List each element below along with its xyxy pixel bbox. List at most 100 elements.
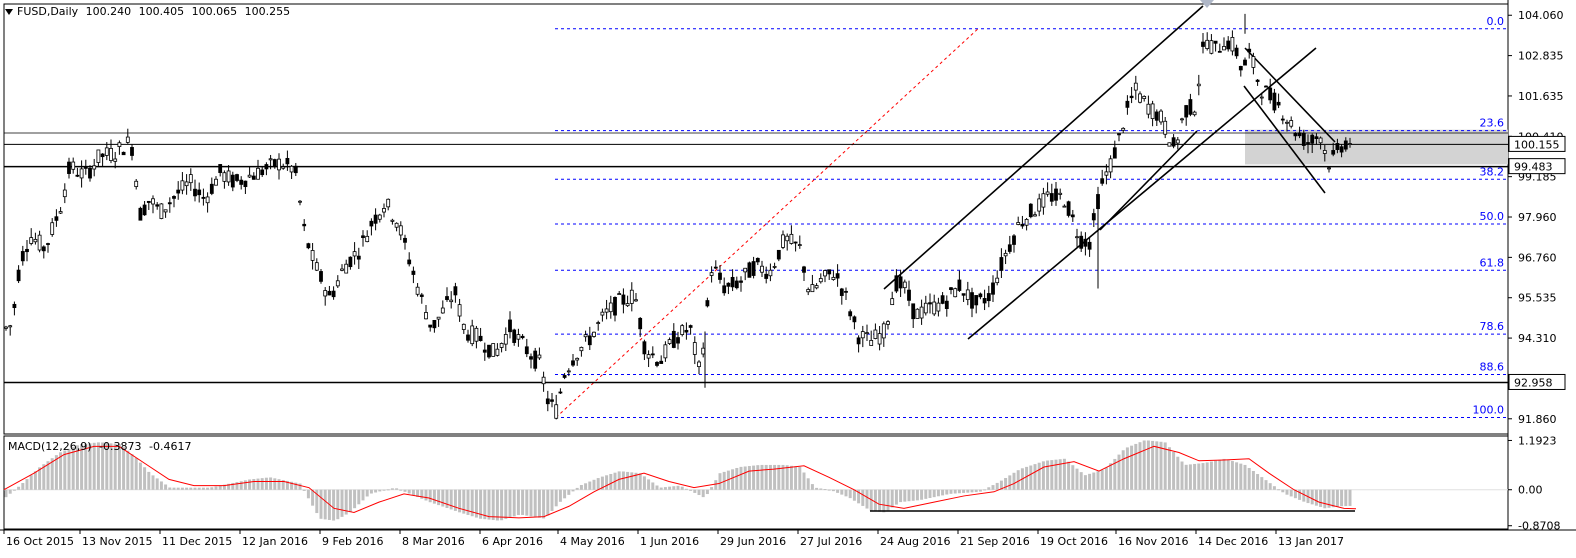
candle-body [440,307,445,314]
macd-histogram-bar [1239,463,1243,490]
trend-channel-line [1099,130,1198,231]
candle-body [478,335,483,342]
candle-body [999,257,1004,271]
candle-body [1091,213,1096,221]
macd-histogram-bar [579,485,583,490]
macd-histogram-bar [252,479,256,490]
macd-histogram-bar [1029,465,1033,490]
macd-histogram-bar [621,471,625,490]
candle-body [482,349,487,353]
macd-histogram-bar [168,487,172,490]
period-separator-marker [1200,0,1214,8]
macd-histogram-bar [861,489,865,506]
macd-histogram-bar [600,476,604,490]
macd-histogram-bar [768,464,772,490]
macd-histogram-bar [138,462,142,490]
macd-histogram-bar [1188,464,1192,490]
candle-body [688,325,693,328]
macd-value: -0.3873 [99,440,142,453]
time-tick-label: 6 Apr 2016 [482,535,543,548]
candle-body [516,334,521,340]
macd-histogram-bar [382,489,386,491]
macd-histogram-bar [584,483,588,490]
macd-histogram-bar [844,489,848,497]
candle-body [512,329,517,343]
candle-body [1058,192,1063,195]
macd-histogram-bar [206,487,210,490]
macd-histogram-bar [8,489,12,494]
candle-body [1079,235,1084,249]
candle-body [701,347,706,355]
candle-body [1213,40,1218,44]
macd-histogram-bar [546,489,550,516]
candle-body [75,174,80,177]
candle-body [218,164,223,173]
candle-body [852,316,857,323]
macd-histogram-bar [319,489,323,519]
macd-histogram-bar [256,478,260,490]
macd-histogram-bar [1041,461,1045,490]
macd-histogram-bar [1201,463,1205,490]
candle-body [726,282,731,287]
candle-body [306,243,311,249]
level-price-label: 99.483 [1514,161,1553,174]
macd-histogram-bar [12,489,16,491]
candle-body [1306,142,1310,144]
main-pane-frame [3,3,1509,435]
candle-body [957,279,962,291]
macd-histogram-bar [1230,461,1234,490]
candle-body [1268,87,1273,101]
candle-body [676,337,680,344]
macd-histogram-bar [571,489,575,492]
macd-histogram-bar [718,473,722,490]
candle-body [113,158,118,162]
dropdown-arrow-icon[interactable] [5,9,13,15]
candle-body [764,273,769,279]
macd-histogram-bar [432,489,436,504]
candle-body [814,285,819,289]
macd-histogram-bar [760,464,764,490]
time-tick-label: 1 Jun 2016 [640,535,699,548]
candle-body [760,265,764,273]
macd-histogram-bar [508,489,512,518]
low-value: 100.065 [191,5,238,18]
macd-histogram-bar [386,489,390,491]
macd-histogram-bar [1235,462,1239,490]
macd-tick-label: 1.1923 [1518,434,1557,447]
macd-histogram-bar [865,489,869,509]
trend-channel-line [967,47,1317,340]
candle-body [365,235,370,243]
candle-body [844,290,848,293]
candle-body [827,269,832,275]
macd-histogram-bar [962,489,966,493]
macd-histogram-bar [550,489,554,511]
candle-body [461,323,466,330]
candle-body [713,266,718,269]
macd-histogram-bar [537,489,541,518]
macd-histogram-bar [260,478,264,490]
candle-body [428,324,433,328]
macd-histogram-bar [54,455,58,490]
candle-body [1100,178,1105,184]
macd-histogram-bar [21,482,25,490]
macd-histogram-bar [882,489,886,513]
macd-histogram-bar [911,489,915,501]
candle-body [4,326,8,329]
candle-body [1117,133,1121,136]
macd-histogram-bar [395,488,399,490]
macd-histogram-bar [269,477,273,490]
candle-body [974,295,979,306]
macd-histogram-bar [878,489,882,512]
candle-body [424,312,428,320]
symbol-label: FUSD,Daily [17,5,79,18]
macd-histogram-bar [1298,489,1302,500]
macd-histogram-bar [676,485,680,490]
candle-body [54,216,59,221]
candle-body [356,255,361,260]
candle-body [1280,118,1285,121]
candle-body [1192,111,1197,116]
price-tick-label: 94.310 [1518,332,1557,345]
candle-body [79,168,84,179]
candle-body [100,153,105,158]
macd-histogram-bar [735,467,739,490]
